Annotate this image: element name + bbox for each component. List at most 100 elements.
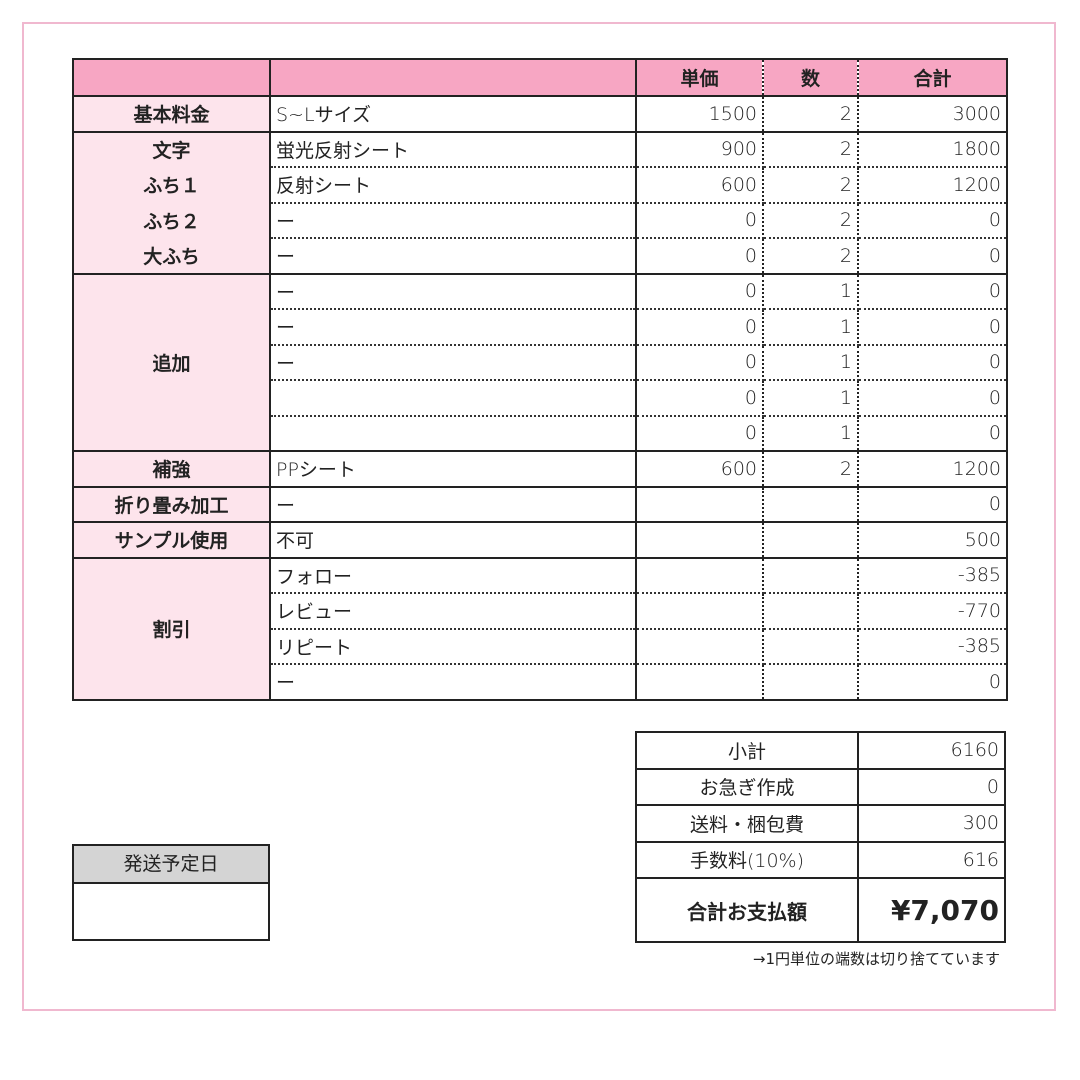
category-label: ふち２: [72, 202, 271, 238]
summary-label: お急ぎ作成: [635, 767, 859, 806]
quantity: 1: [763, 273, 859, 310]
unit-price: [636, 664, 764, 701]
quantity: [763, 557, 859, 594]
header-item: [270, 58, 637, 97]
rounding-note: →1円単位の端数は切り捨てています: [752, 950, 1000, 968]
item-description: ー: [270, 486, 637, 523]
table-row: 追加ー 0 1 0: [72, 273, 1008, 452]
line-total: 0: [858, 273, 1008, 310]
unit-price: 0: [636, 380, 764, 417]
shipping-date-box: 発送予定日: [72, 844, 270, 941]
summary-label: 送料・梱包費: [635, 804, 859, 843]
unit-price: [636, 628, 764, 665]
unit-price: [636, 486, 764, 523]
unit-price: 600: [636, 451, 764, 488]
item-description: 蛍光反射シート: [270, 131, 637, 168]
category-label: 補強: [72, 451, 271, 488]
quantity: 1: [763, 415, 859, 452]
table-row: ふち２ ー 0 2 0: [72, 202, 1008, 239]
quantity: 2: [763, 131, 859, 168]
quantity: 1: [763, 344, 859, 381]
line-total: 0: [858, 309, 1008, 346]
quantity: 1: [763, 380, 859, 417]
unit-price: 0: [636, 309, 764, 346]
quantity: [763, 628, 859, 665]
header-total: 合計: [858, 58, 1008, 97]
category-label: サンプル使用: [72, 522, 271, 559]
header-qty: 数: [763, 58, 859, 97]
item-description: S~Lサイズ: [270, 96, 637, 133]
unit-price: 0: [636, 202, 764, 239]
category-label: 文字: [72, 131, 271, 167]
header-unit-price: 単価: [636, 58, 764, 97]
table-row: レビュー -770: [73, 593, 1008, 630]
category-label: ふち１: [72, 167, 271, 203]
line-total: 500: [858, 522, 1008, 559]
table-row: 基本料金 S~Lサイズ 1500 2 3000: [72, 96, 1008, 133]
quantity: 2: [763, 202, 859, 239]
line-total: -385: [858, 628, 1008, 665]
line-total: 3000: [858, 96, 1008, 133]
line-total: 1200: [858, 167, 1008, 204]
summary-value: ¥7,070: [857, 877, 1006, 943]
summary-label: 手数料(10%): [635, 840, 859, 879]
table-row: リピート -385: [73, 628, 1008, 665]
quantity: [763, 664, 859, 701]
line-total: 0: [858, 380, 1008, 417]
item-description: ー: [270, 238, 637, 275]
item-description: [270, 380, 637, 417]
quantity: [763, 522, 859, 559]
item-description: ー: [270, 344, 637, 381]
item-description: ー: [270, 309, 637, 346]
summary-value: 300: [857, 804, 1006, 843]
price-table: 単価 数 合計 基本料金 S~Lサイズ 1500 2 3000 文字 蛍光反射シート 900 2…: [72, 58, 1008, 701]
summary-row: 手数料(10%) 616: [635, 840, 1006, 879]
quantity: [763, 593, 859, 630]
table-row: 補強 PPシート 600 2 1200: [72, 451, 1008, 488]
table-row: 大ふちー 0 2 0: [72, 238, 1008, 275]
category-label: 基本料金: [72, 96, 271, 133]
item-description: ー: [270, 273, 637, 310]
unit-price: 600: [636, 167, 764, 204]
table-row: 文字 蛍光反射シート 900 2 1800: [72, 131, 1008, 168]
table-row: 折り畳み加工ー 0: [72, 486, 1008, 523]
table-row: ふち１ 反射シート 600 2 1200: [72, 167, 1008, 204]
unit-price: 0: [636, 273, 764, 310]
line-total: 0: [858, 486, 1008, 523]
item-description: 不可: [270, 522, 637, 559]
line-total: 0: [858, 344, 1008, 381]
summary-value: 0: [857, 767, 1006, 806]
header-category: [72, 58, 271, 97]
page-frame: [22, 22, 1056, 1011]
quantity: 2: [763, 167, 859, 204]
unit-price: 0: [636, 344, 764, 381]
line-total: 0: [858, 202, 1008, 239]
line-total: 0: [858, 664, 1008, 701]
line-total: 1200: [858, 451, 1008, 488]
unit-price: [636, 522, 764, 559]
unit-price: [636, 557, 764, 594]
table-row: 割引 フォロー -385: [72, 557, 1008, 701]
item-description: PPシート: [270, 451, 637, 488]
unit-price: 0: [636, 415, 764, 452]
grand-total-row: 合計お支払額 ¥7,070: [635, 877, 1006, 943]
item-description: フォロー: [270, 557, 637, 594]
table-row: サンプル使用 不可 500: [72, 522, 1008, 559]
item-description: 反射シート: [270, 167, 637, 204]
summary-value: 6160: [857, 731, 1006, 770]
summary-table: 小計 6160 お急ぎ作成 0 送料・梱包費 300 手数料(10%) 616 合計お支払額 ¥7…: [635, 731, 1006, 943]
item-description: [270, 415, 637, 452]
unit-price: 900: [636, 131, 764, 168]
line-total: 1800: [858, 131, 1008, 168]
line-total: -385: [858, 557, 1008, 594]
quantity: 2: [763, 238, 859, 275]
unit-price: [636, 593, 764, 630]
quantity: [763, 486, 859, 523]
summary-label: 合計お支払額: [635, 877, 859, 943]
line-total: 0: [858, 238, 1008, 275]
